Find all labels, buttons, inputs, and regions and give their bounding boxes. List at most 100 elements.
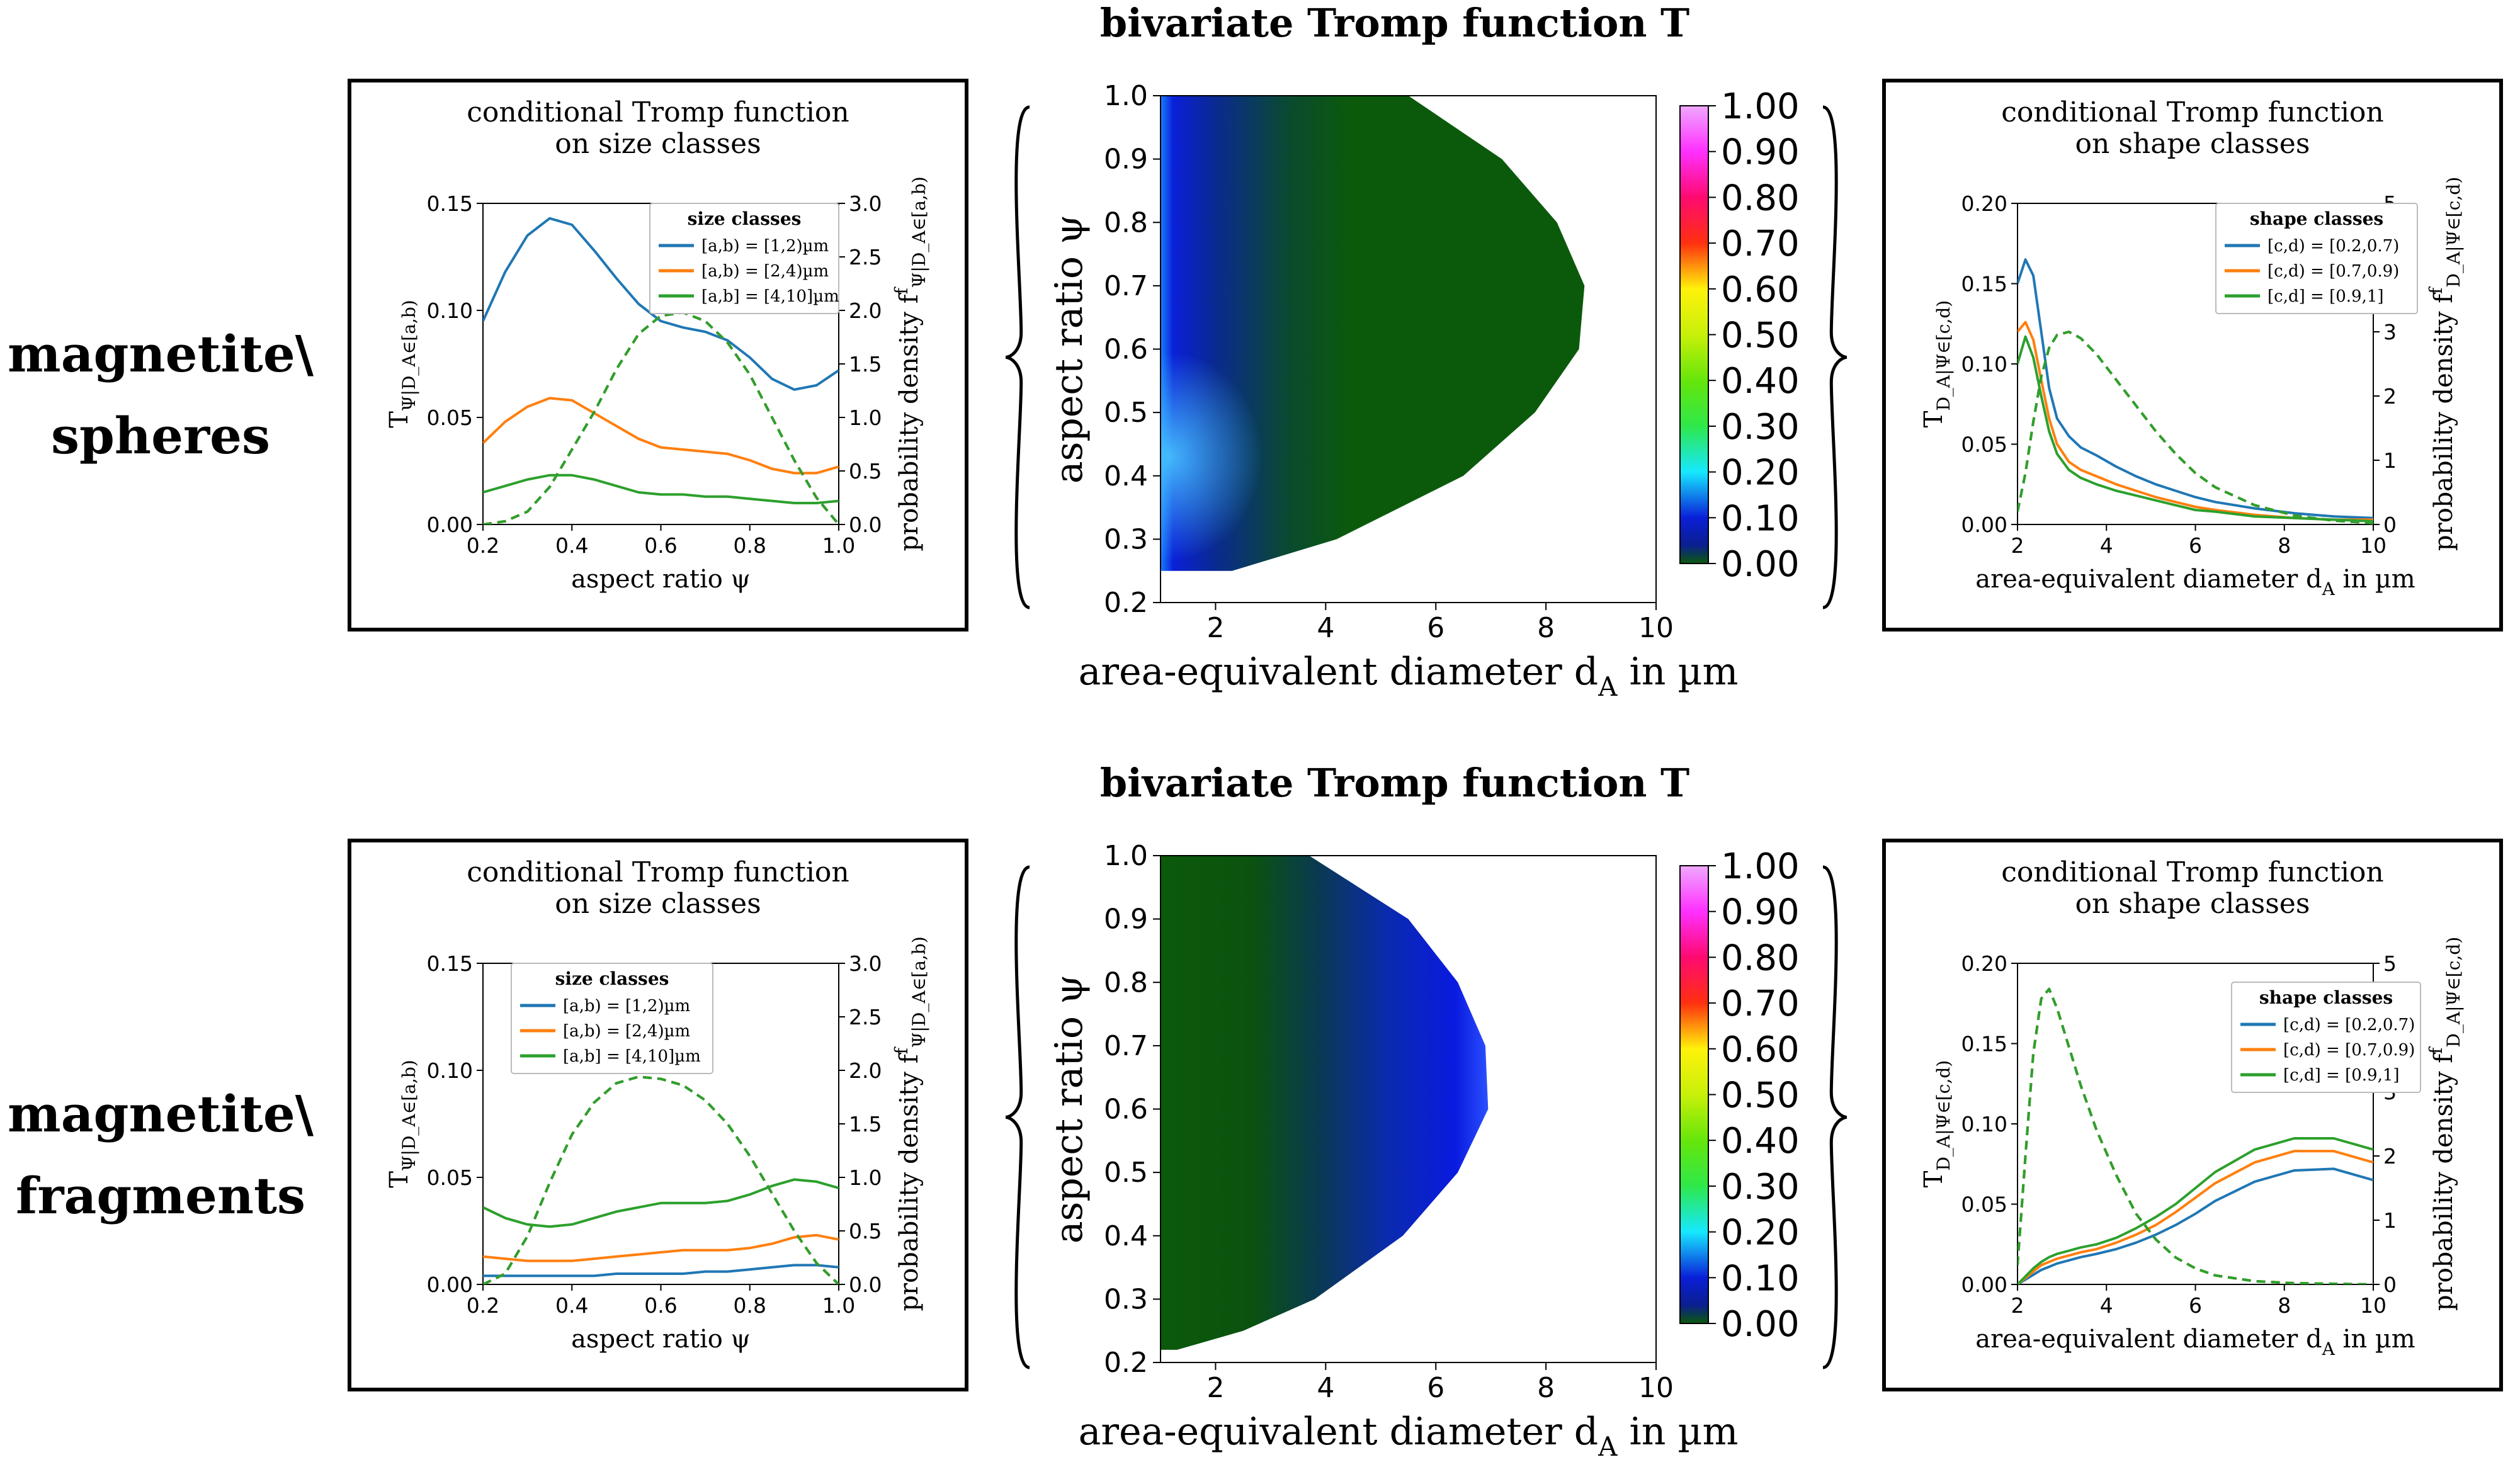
x-tick-label: 8: [1537, 1372, 1555, 1404]
y-tick-label: 0.9: [1104, 144, 1148, 176]
y-axis-right-label: probability density ffD_A|Ψ∈[c,d): [2426, 177, 2464, 551]
y-tick-right-label: 0.5: [849, 459, 882, 484]
y-tick-left-label: 0.15: [427, 191, 473, 216]
y-tick-left-label: 0.05: [427, 405, 473, 430]
x-axis-label: area-equivalent diameter dA in µm: [1079, 1410, 1739, 1462]
y-tick-right-label: 5: [2383, 951, 2397, 976]
legend-entry-2: [a,b) = [2,4)µm: [701, 262, 829, 281]
x-tick-label: 2: [2011, 533, 2024, 558]
y-tick-right-label: 3: [2383, 320, 2397, 344]
y-tick-left-label: 0.10: [1961, 352, 2007, 377]
y-axis-left-label: TD_A|Ψ∈[c,d): [1919, 1060, 1954, 1187]
x-tick-label: 1.0: [822, 1293, 855, 1318]
y-tick-label: 0.4: [1104, 460, 1148, 492]
y-tick-label: 0.7: [1104, 1030, 1148, 1062]
y-tick-right-label: 1: [2383, 1208, 2397, 1233]
x-tick-label: 2: [1206, 612, 1224, 644]
legend-title: size classes: [688, 208, 802, 229]
size-classes-panel-frame: [348, 79, 968, 632]
center-title: bivariate Tromp function T: [1100, 760, 1689, 806]
y-tick-label: 0.3: [1104, 523, 1148, 555]
legend-entry-3: [a,b] = [4,10]µm: [563, 1047, 701, 1066]
row-label-line1: magnetite\: [8, 324, 314, 383]
y-axis-right-label: probability density ffΨ|D_A∈[a,b): [891, 176, 929, 551]
y-tick-right-label: 0: [2383, 1272, 2397, 1297]
series-line-tromp-2: [483, 397, 839, 475]
colorbar-tick-label: 0.80: [1721, 937, 1800, 978]
x-tick-label: 8: [2278, 1293, 2291, 1318]
series-line-density-3: [483, 311, 839, 524]
legend-box: [2215, 203, 2418, 314]
x-tick-label: 8: [1537, 612, 1555, 644]
y-tick-right-label: 1.0: [849, 405, 882, 430]
y-axis-left-label: TD_A|Ψ∈[c,d): [1919, 300, 1954, 428]
y-tick-left-label: 0.15: [427, 951, 473, 976]
y-tick-left-label: 0.10: [427, 298, 473, 323]
x-axis-label: aspect ratio ψ: [571, 565, 751, 594]
x-tick-label: 4: [2100, 533, 2113, 558]
y-axis-left-label: TΨ|D_A∈[a,b): [385, 300, 419, 428]
x-tick-label: 0.6: [644, 533, 677, 558]
y-tick-label: 0.8: [1104, 207, 1148, 239]
x-tick-label: 0.6: [644, 1293, 677, 1318]
y-tick-left-label: 0.05: [427, 1165, 473, 1190]
right-brace: [1822, 865, 1847, 1369]
legend-title: shape classes: [2250, 208, 2383, 229]
x-tick-label: 10: [1638, 1372, 1674, 1404]
legend-entry-3: [c,d] = [0.9,1]: [2267, 287, 2384, 306]
series-line-tromp-3: [2018, 335, 2373, 523]
series-line-tromp-3: [2018, 1137, 2373, 1284]
y-tick-left-label: 0.10: [427, 1058, 473, 1083]
y-tick-label: 0.3: [1104, 1283, 1148, 1315]
x-axis-label: area-equivalent diameter dA in µm: [1975, 1325, 2415, 1359]
x-tick-label: 6: [1427, 1372, 1444, 1404]
colorbar: [1679, 105, 1709, 564]
y-tick-right-label: 3.0: [849, 951, 882, 976]
left-brace: [1005, 865, 1030, 1369]
y-tick-label: 0.6: [1104, 1094, 1148, 1126]
y-tick-label: 0.6: [1104, 334, 1148, 366]
x-tick-label: 2: [1206, 1372, 1224, 1404]
y-tick-right-label: 0.5: [849, 1219, 882, 1243]
x-tick-label: 0.4: [555, 533, 588, 558]
y-tick-label: 0.5: [1104, 1157, 1148, 1189]
y-tick-right-label: 1.5: [849, 352, 882, 377]
size-classes-panel-subtitle: on size classes: [555, 888, 761, 920]
shape-classes-panel-frame: [1882, 79, 2503, 632]
row-label-line2: fragments: [16, 1166, 305, 1225]
y-tick-label: 1.0: [1104, 80, 1148, 112]
series-line-tromp-2: [483, 1233, 839, 1262]
y-axis-label: aspect ratio ψ: [1047, 975, 1091, 1243]
colorbar: [1679, 865, 1709, 1324]
heatmap-region: [1161, 856, 1489, 1350]
series-line-tromp-3: [483, 1178, 839, 1228]
x-axis-label: aspect ratio ψ: [571, 1325, 751, 1354]
colorbar-tick-label: 0.50: [1721, 315, 1800, 356]
x-tick-label: 0.8: [734, 533, 766, 558]
colorbar-tick-label: 0.00: [1721, 544, 1800, 585]
series-line-tromp-2: [2018, 1150, 2373, 1284]
legend-entry-2: [c,d) = [0.7,0.9): [2267, 262, 2399, 281]
legend-title: shape classes: [2259, 987, 2393, 1008]
colorbar-tick-label: 0.90: [1721, 892, 1800, 933]
series-line-density-3: [2018, 987, 2373, 1284]
legend-title: size classes: [555, 968, 669, 989]
colorbar-tick-label: 0.70: [1721, 224, 1800, 264]
y-tick-label: 0.8: [1104, 966, 1148, 999]
x-tick-label: 4: [1317, 612, 1334, 644]
y-tick-right-label: 2.5: [849, 1005, 882, 1029]
y-axis-left-label: TΨ|D_A∈[a,b): [385, 1060, 419, 1187]
x-tick-label: 0.4: [555, 1293, 588, 1318]
shape-classes-panel-title: conditional Tromp function: [2001, 96, 2384, 128]
y-tick-left-label: 0.00: [1961, 1272, 2007, 1297]
x-tick-label: 2: [2011, 1293, 2024, 1318]
colorbar-tick-label: 0.40: [1721, 1121, 1800, 1162]
y-tick-left-label: 0.05: [1961, 433, 2007, 457]
y-tick-label: 0.5: [1104, 397, 1148, 429]
size-classes-plot-area: [483, 217, 839, 524]
row-spheres: magnetite\ spheres conditional Tromp funct…: [8, 0, 2503, 702]
y-tick-right-label: 2: [2383, 384, 2397, 409]
y-tick-right-label: 0.0: [849, 1272, 882, 1297]
y-tick-right-label: 0.0: [849, 513, 882, 537]
